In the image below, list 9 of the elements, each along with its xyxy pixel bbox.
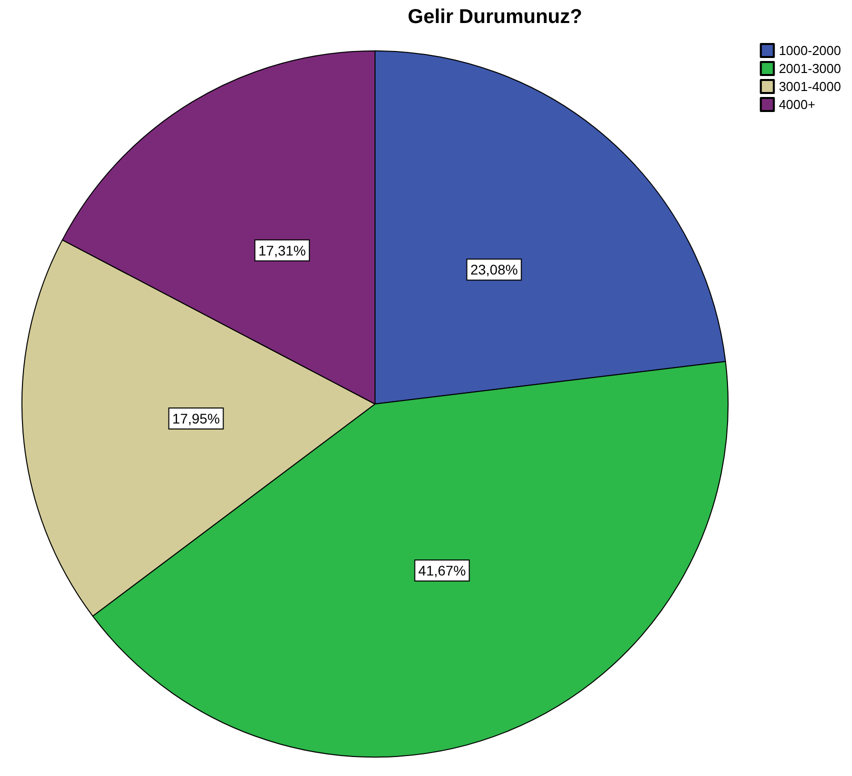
legend-label: 3001-4000 xyxy=(778,79,842,94)
legend-label: 1000-2000 xyxy=(778,43,842,58)
data-label: 17,95% xyxy=(172,410,220,426)
data-label: 17,31% xyxy=(258,242,306,258)
data-label: 41,67% xyxy=(418,562,466,579)
data-label: 23,08% xyxy=(470,262,518,278)
legend-label: 2001-3000 xyxy=(778,61,842,76)
chart-title: Gelir Durumunuz? xyxy=(408,6,582,28)
legend-label: 4000+ xyxy=(778,97,816,112)
